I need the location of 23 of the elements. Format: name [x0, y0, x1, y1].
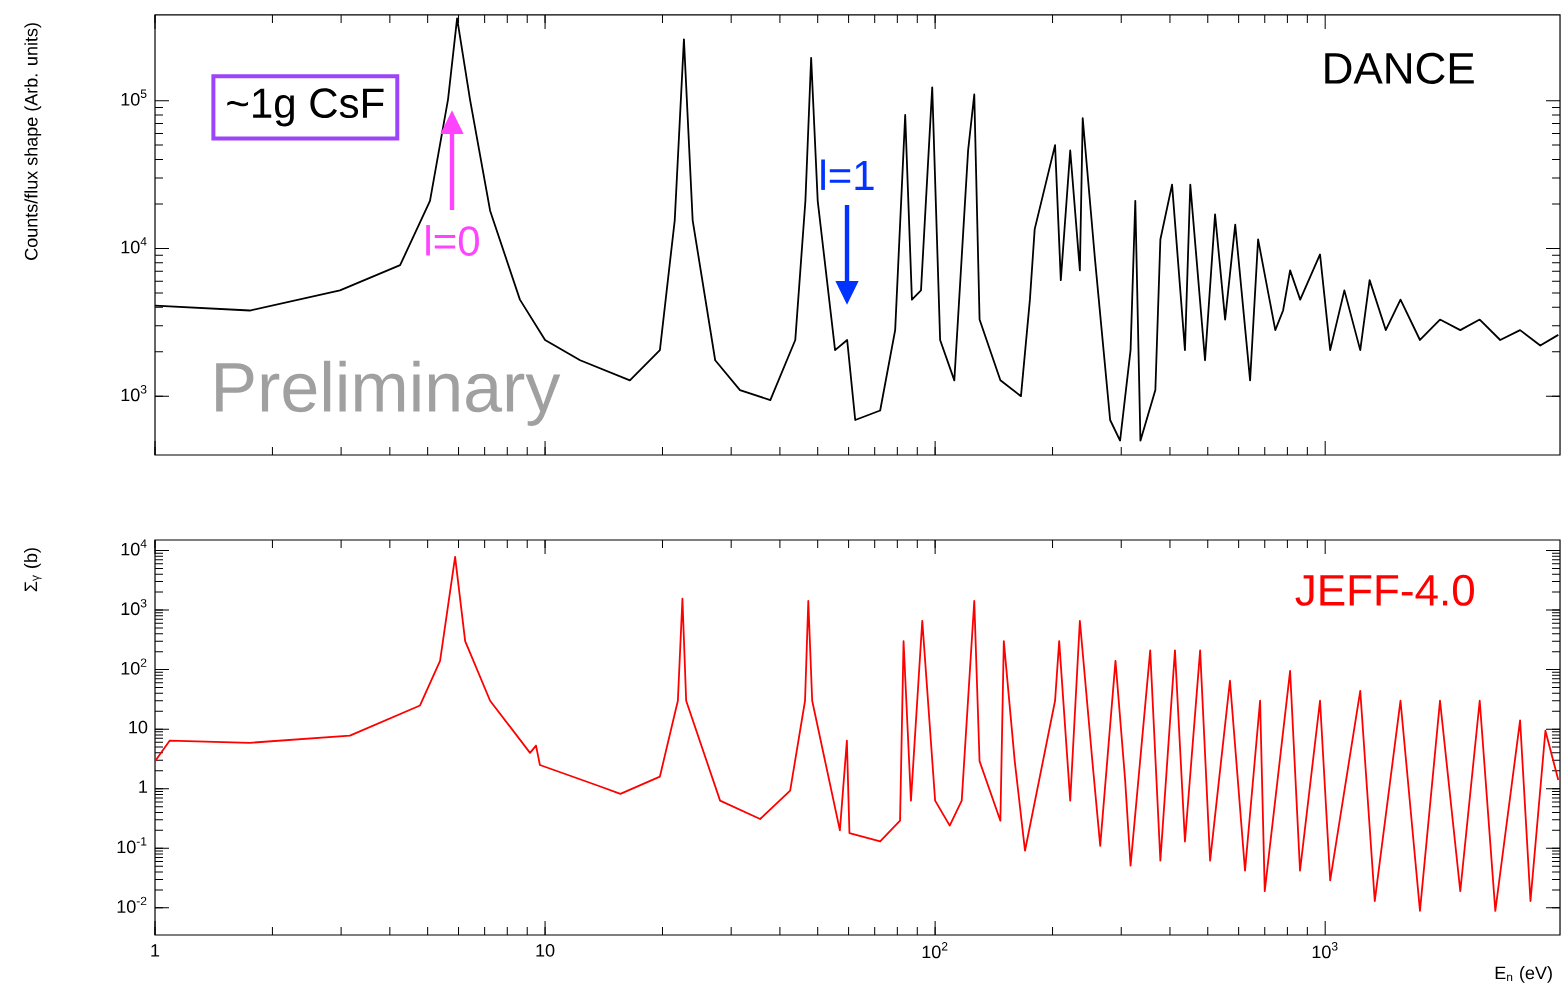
- y-tick-label: 10: [129, 720, 148, 734]
- annotation: l=1: [821, 159, 874, 190]
- x-tick-label: 10: [536, 943, 555, 957]
- x-tick-label: 10$^{3}$: [1312, 941, 1338, 959]
- y-tick-label: 10$^{-2}$: [117, 896, 147, 913]
- y-tick-label: 10$^{5}$: [121, 89, 147, 106]
- legend-label: DANCE: [1325, 52, 1474, 84]
- y-tick-label: 10$^{4}$: [121, 539, 147, 556]
- y-axis-title: Σ$_{γ}$ (b): [24, 547, 42, 592]
- x-tick-label: 10$^{2}$: [922, 941, 948, 959]
- y-tick-label: 10$^{4}$: [121, 237, 147, 254]
- x-axis-title: E$_{n}$ (eV): [1495, 965, 1552, 983]
- y-tick-label: 1: [139, 780, 148, 793]
- y-tick-label: 10$^{3}$: [121, 598, 147, 615]
- annotation: ~1g CsF: [227, 88, 384, 127]
- y-axis-title: Counts/flux shape (Arb. units): [24, 22, 42, 260]
- annotation: Preliminary: [216, 360, 561, 426]
- y-tick-label: 10$^{3}$: [121, 384, 147, 402]
- x-tick-label: 1: [151, 943, 160, 957]
- y-tick-label: 10$^{2}$: [121, 658, 147, 675]
- series-label: JEFF-4.0: [1295, 574, 1474, 606]
- y-tick-label: 10$^{-1}$: [117, 836, 147, 854]
- annotation: l=0: [426, 224, 479, 256]
